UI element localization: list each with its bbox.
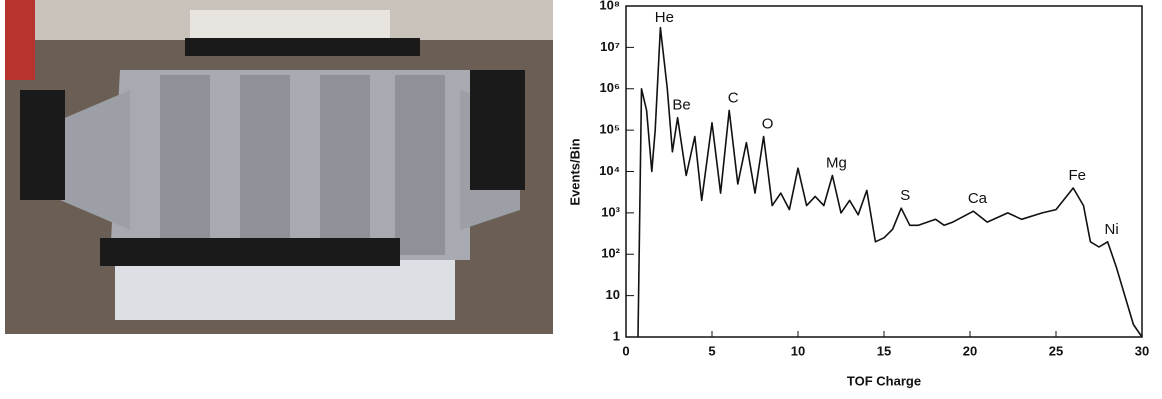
annotation: C [728, 89, 739, 106]
annotation: Be [672, 97, 690, 114]
x-tick-label: 10 [791, 343, 805, 358]
data-line [637, 26, 1143, 338]
y-tick-label: 10⁸ [599, 0, 620, 12]
y-tick-label: 10⁷ [600, 39, 620, 54]
plot-frame [625, 5, 1143, 338]
annotation: Ca [968, 190, 988, 207]
photo [5, 0, 553, 334]
annotation: Fe [1068, 167, 1086, 184]
photo-strips [160, 75, 445, 255]
y-axis-label: Events/Bin [567, 138, 582, 205]
annotation: He [655, 9, 674, 26]
y-tick-label: 10⁴ [599, 163, 620, 178]
y-tick-label: 10³ [601, 204, 620, 219]
annotation: S [900, 187, 910, 204]
x-tick-label: 5 [708, 343, 715, 358]
y-tick-label: 1 [613, 328, 620, 343]
y-tick-label: 10⁵ [599, 122, 620, 137]
photo-object [5, 0, 35, 80]
x-axis-label: TOF Charge [847, 373, 921, 388]
x-tick-label: 30 [1135, 343, 1149, 358]
x-tick-label: 0 [622, 343, 629, 358]
x-tick-label: 25 [1049, 343, 1063, 358]
annotation: O [762, 116, 774, 133]
annotation: Mg [826, 154, 847, 171]
x-tick-label: 20 [963, 343, 977, 358]
photo-connectors [20, 38, 525, 266]
y-tick-label: 10 [606, 287, 620, 302]
annotation: Ni [1105, 221, 1119, 238]
y-tick-label: 10⁶ [600, 80, 620, 95]
y-tick-label: 10² [601, 246, 620, 261]
photo-panel-left [60, 90, 130, 230]
x-tick-label: 15 [877, 343, 891, 358]
